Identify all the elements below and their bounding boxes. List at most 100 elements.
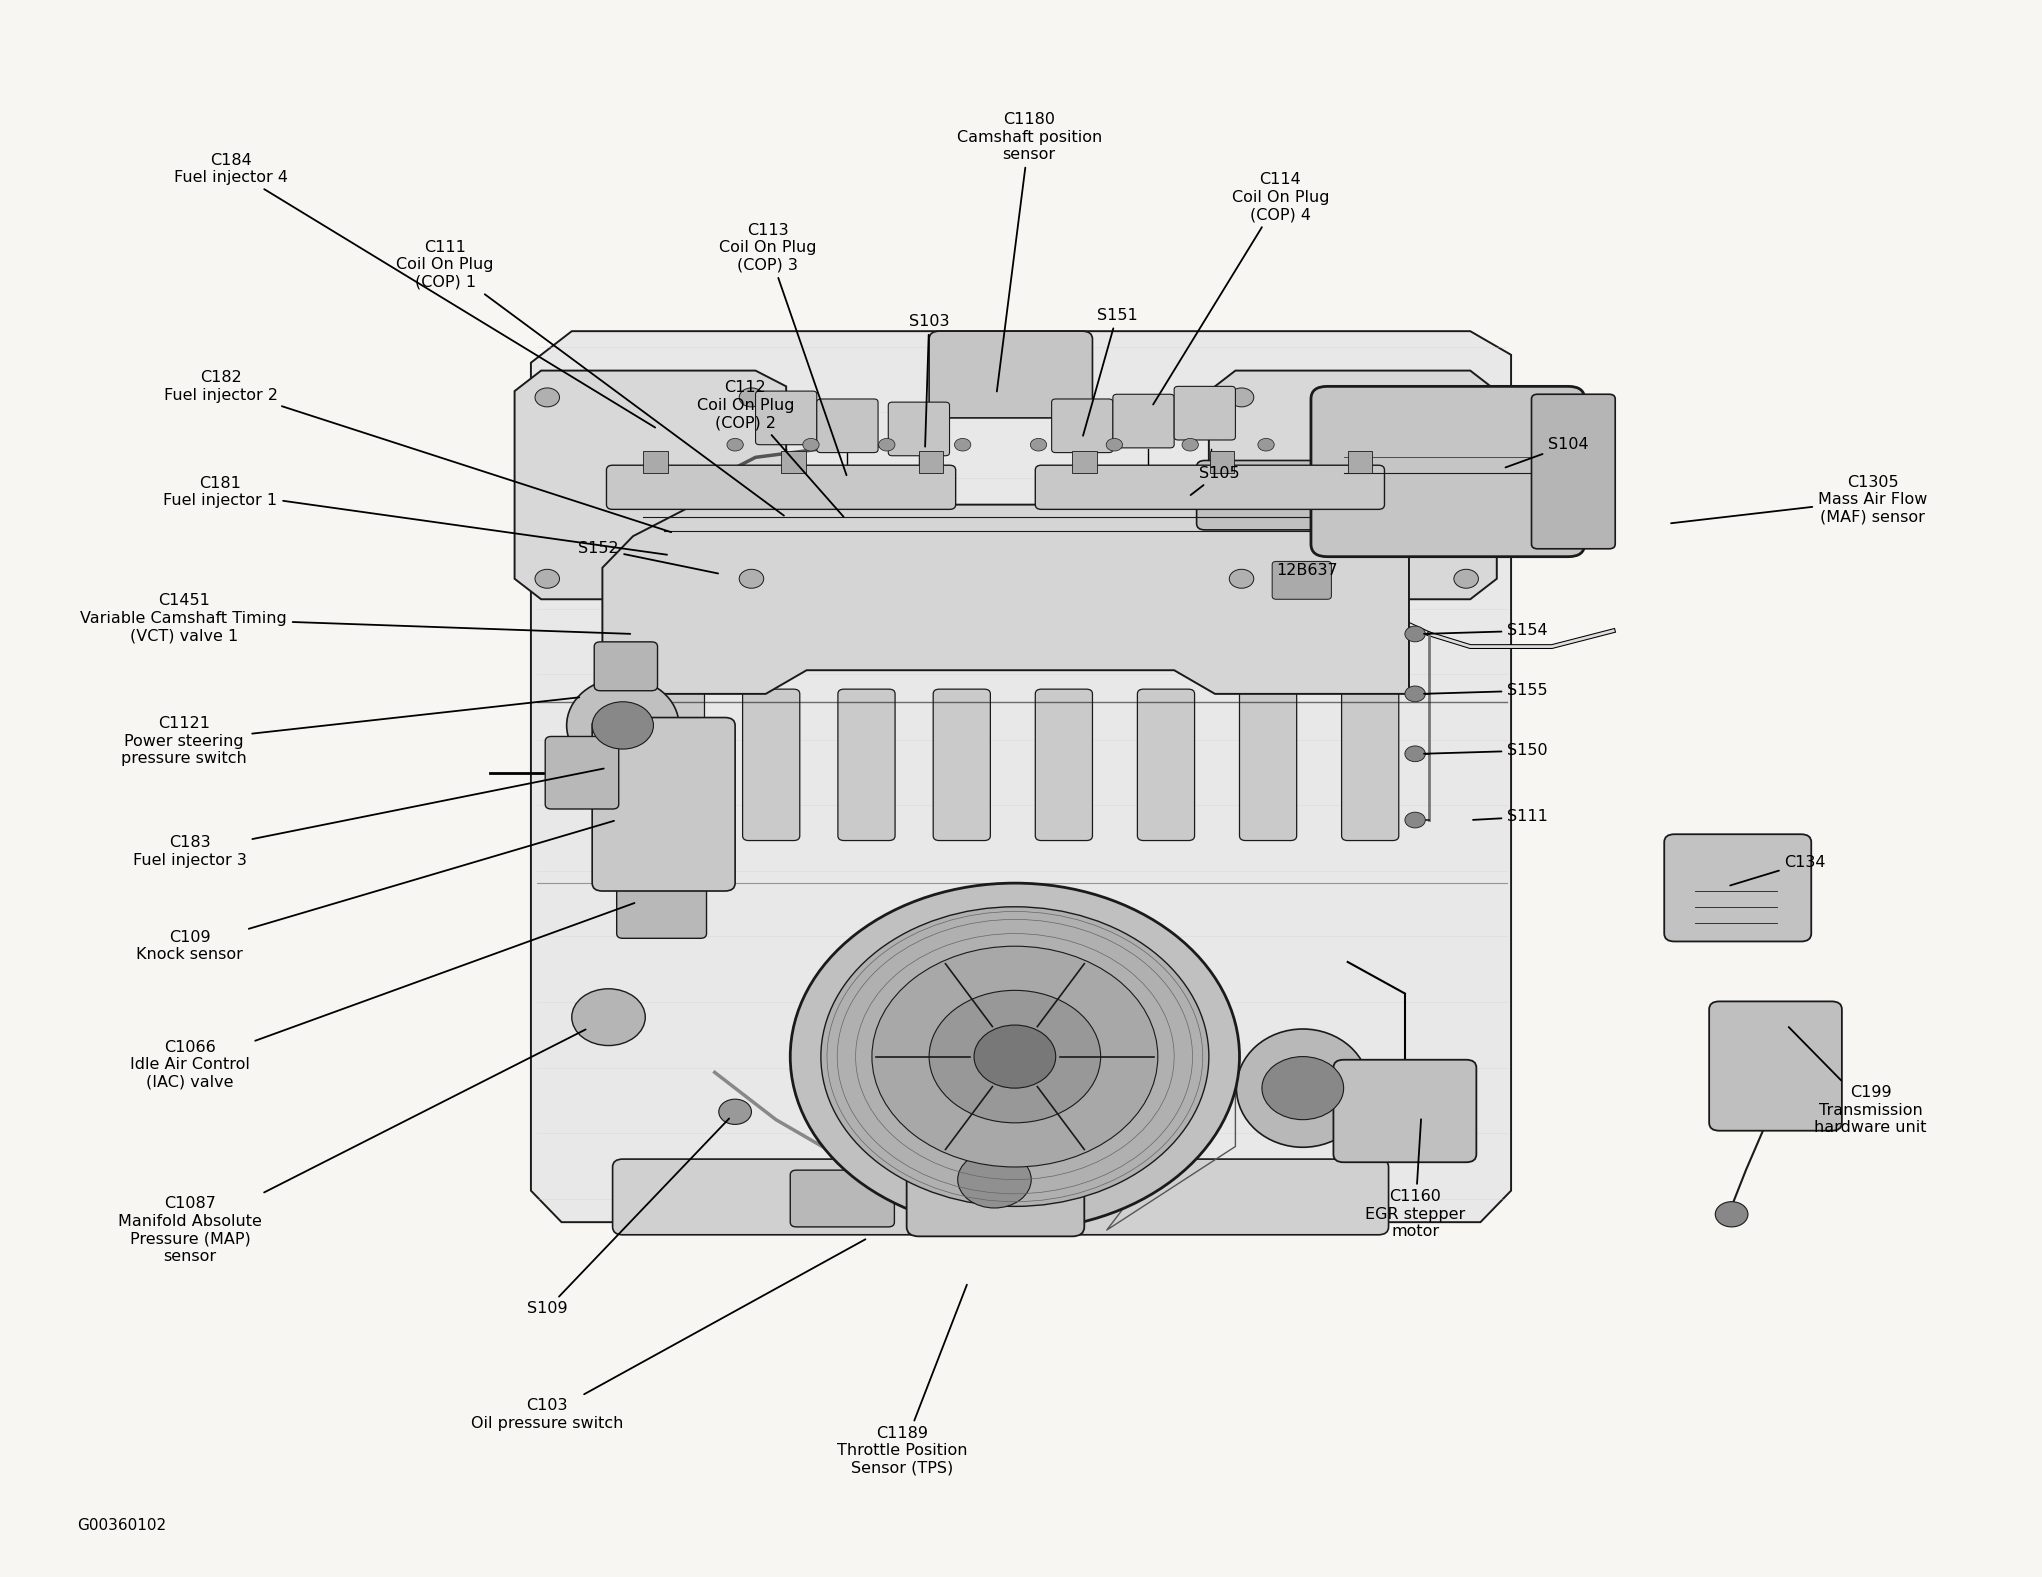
Text: C1451
Variable Camshaft Timing
(VCT) valve 1: C1451 Variable Camshaft Timing (VCT) val… <box>80 593 631 643</box>
Circle shape <box>1715 1202 1748 1227</box>
Circle shape <box>872 946 1158 1167</box>
Circle shape <box>1229 569 1254 588</box>
Circle shape <box>958 1151 1031 1208</box>
Circle shape <box>739 569 764 588</box>
Circle shape <box>1229 388 1254 407</box>
Text: C182
Fuel injector 2: C182 Fuel injector 2 <box>163 371 672 531</box>
FancyBboxPatch shape <box>594 642 658 691</box>
Circle shape <box>790 883 1239 1230</box>
Ellipse shape <box>566 678 678 773</box>
FancyBboxPatch shape <box>1532 394 1615 549</box>
FancyBboxPatch shape <box>1035 465 1384 509</box>
Polygon shape <box>602 505 1409 694</box>
Text: C1160
EGR stepper
motor: C1160 EGR stepper motor <box>1364 1120 1466 1240</box>
Circle shape <box>1454 569 1478 588</box>
Text: C1087
Manifold Absolute
Pressure (MAP)
sensor: C1087 Manifold Absolute Pressure (MAP) s… <box>118 1030 586 1263</box>
Text: S104: S104 <box>1505 437 1589 467</box>
FancyBboxPatch shape <box>1342 689 1399 841</box>
Text: C1189
Throttle Position
Sensor (TPS): C1189 Throttle Position Sensor (TPS) <box>837 1285 968 1476</box>
FancyBboxPatch shape <box>1035 689 1092 841</box>
Circle shape <box>719 1099 751 1124</box>
FancyBboxPatch shape <box>1272 561 1331 599</box>
Text: C183
Fuel injector 3: C183 Fuel injector 3 <box>133 768 604 867</box>
Text: G00360102: G00360102 <box>78 1517 167 1533</box>
FancyBboxPatch shape <box>790 1170 894 1227</box>
Text: C199
Transmission
hardware unit: C199 Transmission hardware unit <box>1789 1027 1928 1135</box>
Text: C1180
Camshaft position
sensor: C1180 Camshaft position sensor <box>956 112 1103 391</box>
Circle shape <box>1182 438 1199 451</box>
FancyBboxPatch shape <box>647 689 704 841</box>
Circle shape <box>739 388 764 407</box>
Text: S155: S155 <box>1423 683 1548 699</box>
FancyBboxPatch shape <box>1664 834 1811 941</box>
Bar <box>1072 451 1097 473</box>
Circle shape <box>1405 746 1425 762</box>
Text: C1066
Idle Air Control
(IAC) valve: C1066 Idle Air Control (IAC) valve <box>131 904 635 1090</box>
Polygon shape <box>1209 371 1497 599</box>
Text: S154: S154 <box>1423 623 1548 639</box>
Text: S111: S111 <box>1472 809 1548 825</box>
FancyBboxPatch shape <box>1197 460 1340 530</box>
FancyBboxPatch shape <box>1174 386 1235 440</box>
Circle shape <box>572 989 645 1046</box>
FancyBboxPatch shape <box>1333 1060 1476 1162</box>
FancyBboxPatch shape <box>929 331 1092 418</box>
Ellipse shape <box>1237 1028 1368 1148</box>
Circle shape <box>803 438 819 451</box>
FancyBboxPatch shape <box>617 885 707 938</box>
Circle shape <box>535 569 560 588</box>
Text: C1305
Mass Air Flow
(MAF) sensor: C1305 Mass Air Flow (MAF) sensor <box>1670 475 1928 525</box>
Text: S105: S105 <box>1190 465 1239 495</box>
Text: C181
Fuel injector 1: C181 Fuel injector 1 <box>163 476 668 555</box>
Text: C113
Coil On Plug
(COP) 3: C113 Coil On Plug (COP) 3 <box>719 222 847 475</box>
Circle shape <box>954 438 970 451</box>
FancyBboxPatch shape <box>606 465 956 509</box>
Circle shape <box>535 388 560 407</box>
Circle shape <box>592 702 653 749</box>
FancyBboxPatch shape <box>545 736 619 809</box>
Circle shape <box>727 438 743 451</box>
FancyBboxPatch shape <box>756 391 817 445</box>
FancyBboxPatch shape <box>1052 399 1113 453</box>
Bar <box>1348 451 1372 473</box>
FancyBboxPatch shape <box>817 399 878 453</box>
FancyBboxPatch shape <box>613 1159 1389 1235</box>
Polygon shape <box>531 331 1511 1222</box>
Circle shape <box>1258 438 1274 451</box>
Text: C184
Fuel injector 4: C184 Fuel injector 4 <box>174 153 655 427</box>
Circle shape <box>609 798 658 836</box>
Text: S103: S103 <box>909 314 950 446</box>
Circle shape <box>878 438 894 451</box>
Bar <box>780 451 805 473</box>
Text: C1121
Power steering
pressure switch: C1121 Power steering pressure switch <box>120 697 580 766</box>
Text: S151: S151 <box>1082 308 1137 435</box>
FancyBboxPatch shape <box>933 689 990 841</box>
Circle shape <box>1262 1057 1344 1120</box>
Text: S109: S109 <box>527 1118 729 1317</box>
FancyBboxPatch shape <box>1239 689 1297 841</box>
FancyBboxPatch shape <box>592 718 735 891</box>
FancyBboxPatch shape <box>907 1123 1084 1236</box>
Circle shape <box>1405 686 1425 702</box>
Text: 12B637: 12B637 <box>1276 563 1338 579</box>
Circle shape <box>1107 438 1123 451</box>
Text: S150: S150 <box>1423 743 1548 759</box>
Circle shape <box>1405 812 1425 828</box>
FancyBboxPatch shape <box>1113 394 1174 448</box>
Circle shape <box>929 990 1101 1123</box>
FancyBboxPatch shape <box>837 689 894 841</box>
Text: C103
Oil pressure switch: C103 Oil pressure switch <box>472 1240 866 1430</box>
Polygon shape <box>515 371 786 599</box>
Circle shape <box>1405 626 1425 642</box>
Text: C114
Coil On Plug
(COP) 4: C114 Coil On Plug (COP) 4 <box>1154 172 1329 404</box>
Circle shape <box>974 1025 1056 1088</box>
Circle shape <box>1454 388 1478 407</box>
FancyBboxPatch shape <box>1311 386 1585 557</box>
FancyBboxPatch shape <box>743 689 800 841</box>
Bar <box>643 451 668 473</box>
FancyBboxPatch shape <box>1137 689 1195 841</box>
Text: C109
Knock sensor: C109 Knock sensor <box>137 820 615 962</box>
Text: C111
Coil On Plug
(COP) 1: C111 Coil On Plug (COP) 1 <box>396 240 784 516</box>
FancyBboxPatch shape <box>888 402 950 456</box>
Circle shape <box>1031 438 1048 451</box>
